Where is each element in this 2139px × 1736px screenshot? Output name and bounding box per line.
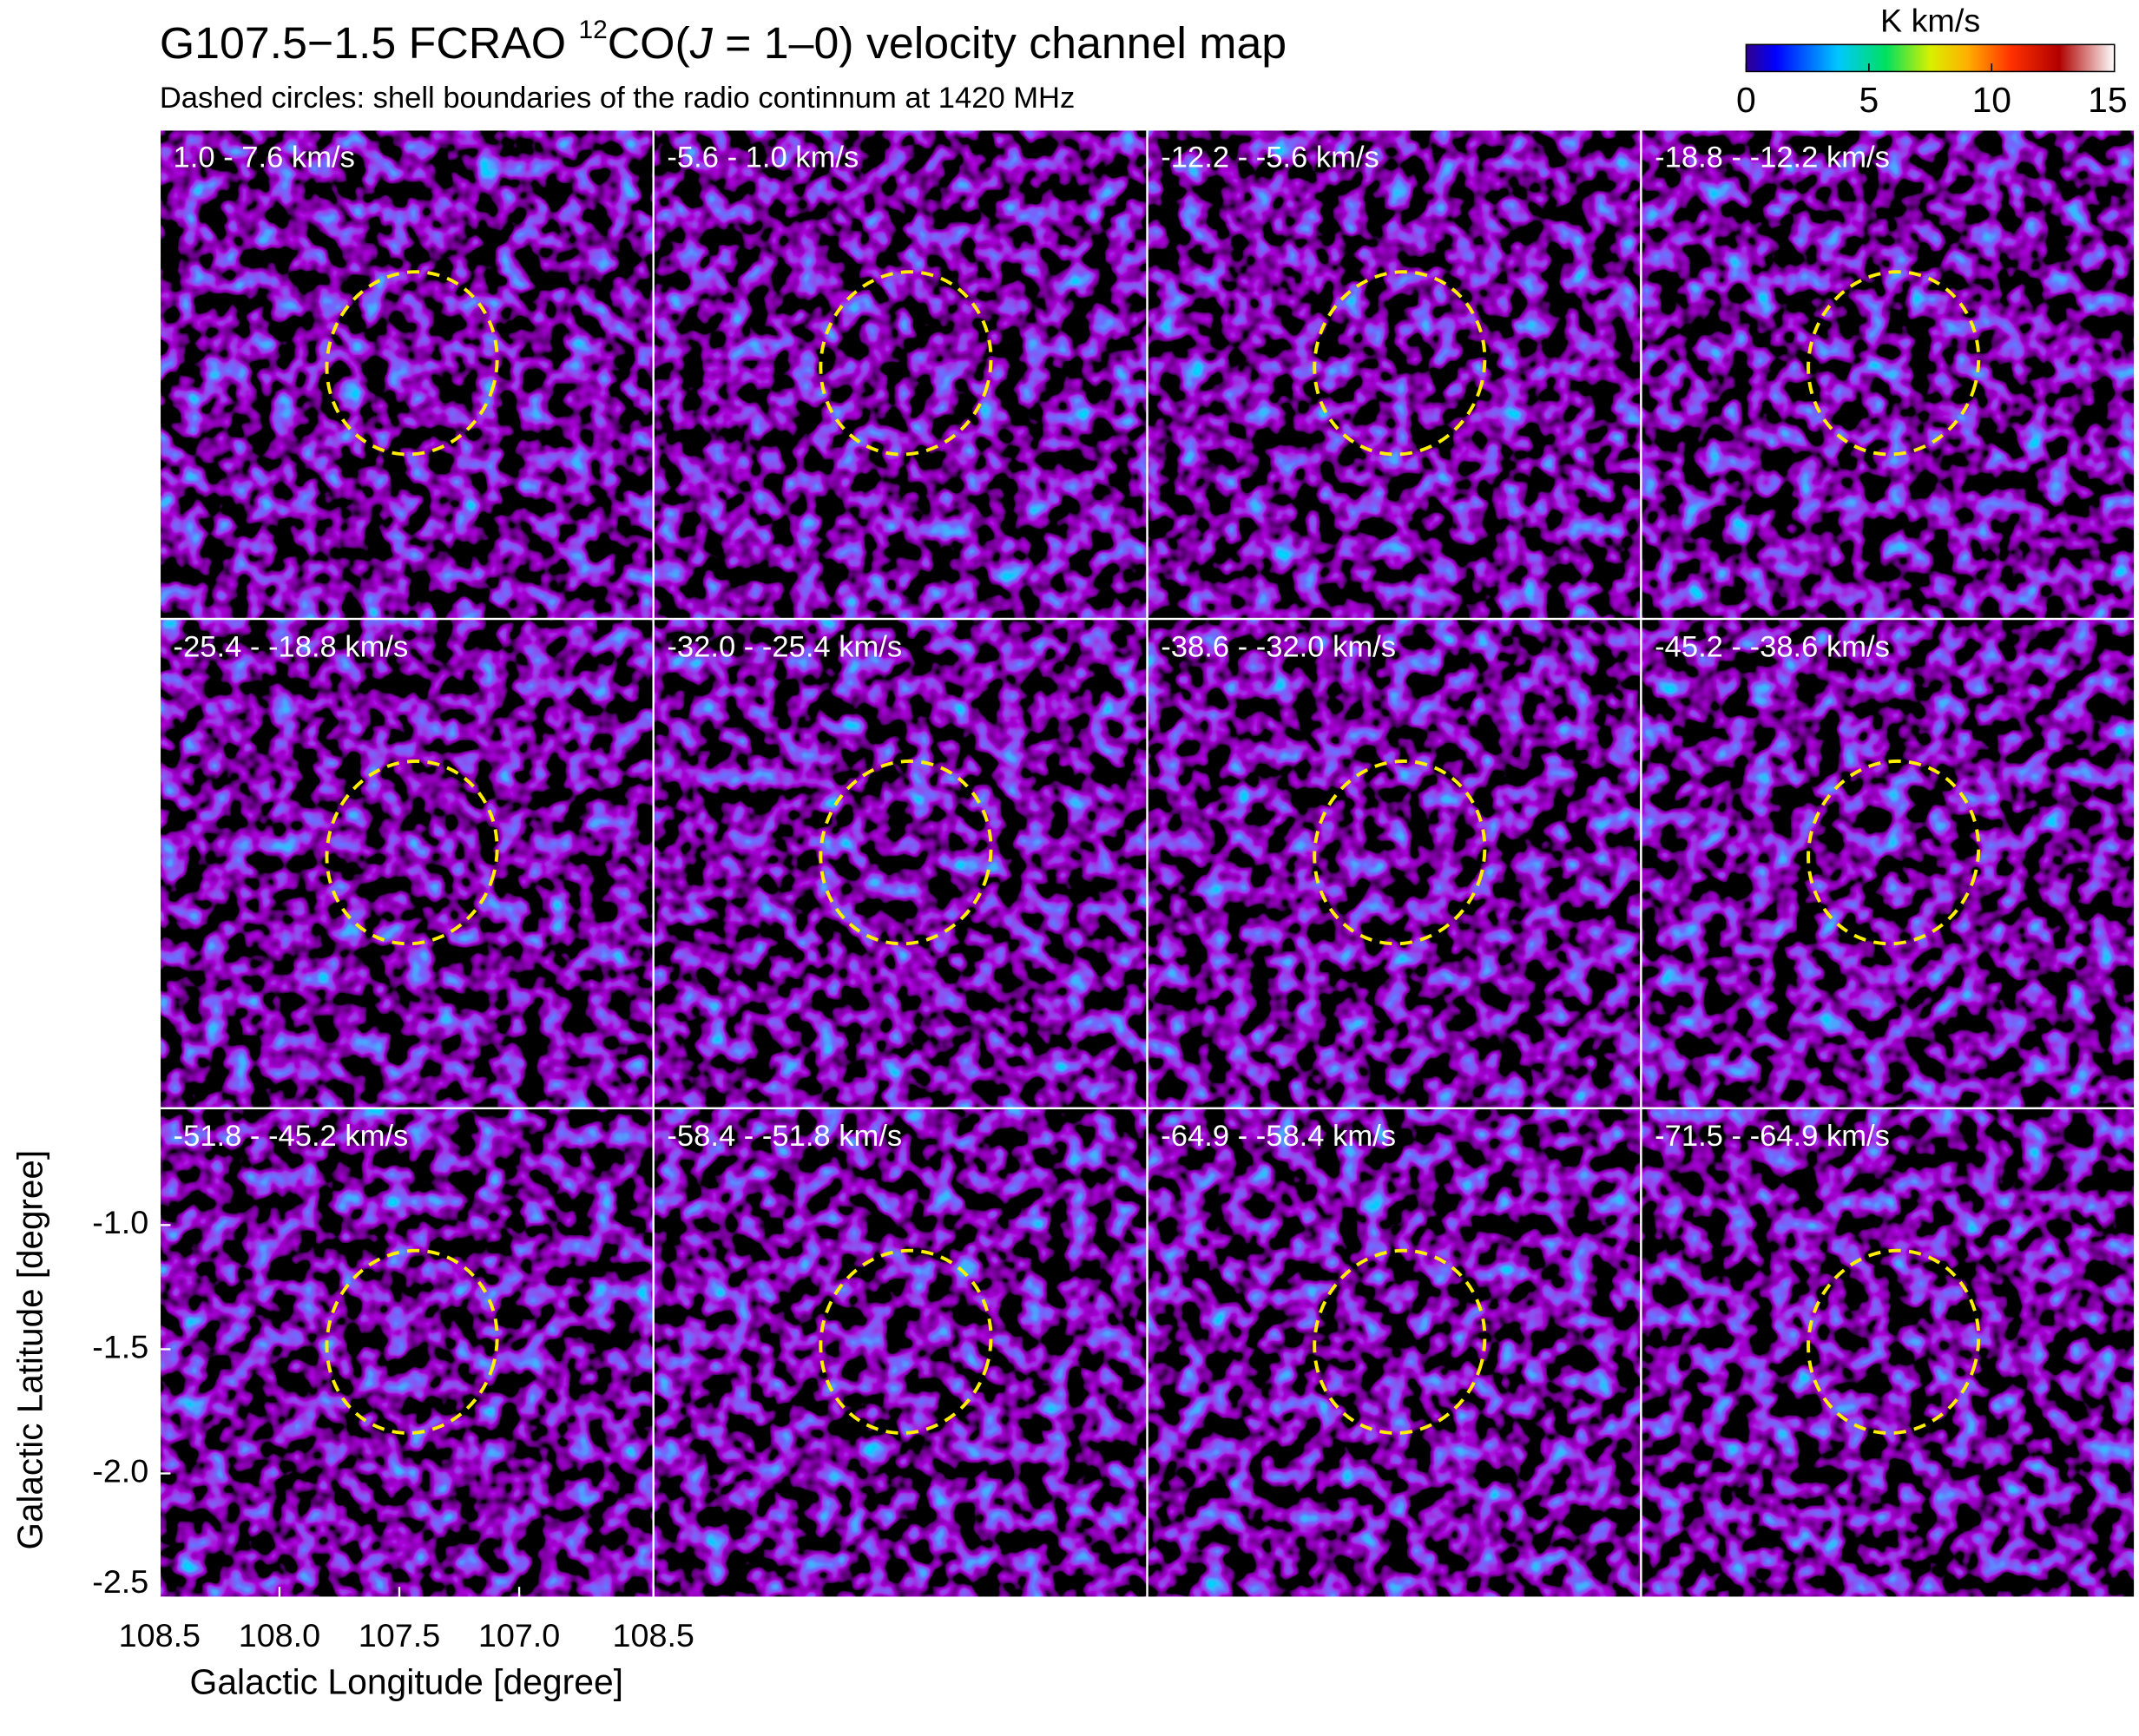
shell-boundary (819, 270, 993, 457)
colorbar-label: K km/s (1880, 2, 1980, 38)
subtitle: Dashed circles: shell boundaries of the … (160, 82, 1075, 115)
shell-boundary (1807, 1248, 1981, 1435)
channel-map (1147, 1108, 1642, 1598)
shell-boundary (325, 760, 499, 946)
title-part: G107.5−1.5 FCRAO (160, 17, 579, 68)
panel-label: -25.4 - -18.8 km/s (174, 630, 409, 663)
panel-label: -12.2 - -5.6 km/s (1161, 141, 1379, 174)
panel-label: 1.0 - 7.6 km/s (174, 141, 355, 174)
shell-boundary (1313, 1248, 1487, 1435)
channel-map (1641, 129, 2136, 620)
title-part: = 1–0) velocity channel map (713, 17, 1287, 68)
panel-label: -38.6 - -32.0 km/s (1161, 630, 1396, 663)
x-tick-label: 107.0 (478, 1617, 560, 1654)
channel-map (159, 619, 654, 1108)
panel-label: -51.8 - -45.2 km/s (174, 1120, 409, 1153)
x-tick-label: 107.5 (359, 1617, 440, 1654)
panel-frame (1640, 1107, 2136, 1599)
channel-map (159, 129, 654, 620)
shell-boundary (819, 760, 993, 946)
channel-map (1147, 619, 1642, 1108)
x-axis-label: Galactic Longitude [degree] (190, 1662, 623, 1702)
y-tick-label: -2.0 (92, 1453, 148, 1489)
colorbar-tick-label: 15 (2088, 80, 2127, 120)
shell-boundary (819, 1248, 993, 1435)
panel-label: -64.9 - -58.4 km/s (1161, 1120, 1396, 1153)
title-part: J (689, 17, 714, 68)
x-tick-label: 108.5 (119, 1617, 201, 1654)
y-axis-label: Galactic Latitude [degree] (10, 1150, 49, 1550)
panel-label: -18.8 - -12.2 km/s (1655, 141, 1890, 174)
channel-map (653, 619, 1148, 1108)
y-tick-label: -2.5 (92, 1563, 148, 1600)
channel-map (159, 1108, 654, 1598)
shell-boundary (325, 270, 499, 457)
shell-boundary (1313, 270, 1487, 457)
channel-map (1641, 619, 2136, 1108)
shell-boundary (325, 1248, 499, 1435)
channel-map (1147, 129, 1642, 620)
panel-label: -71.5 - -64.9 km/s (1655, 1120, 1890, 1153)
colorbar-tick-label: 10 (1972, 80, 2011, 120)
colorbar-tick-label: 5 (1859, 80, 1879, 120)
colorbar (1745, 43, 2116, 73)
colorbar-tick-label: 0 (1736, 80, 1756, 120)
panel-label: -45.2 - -38.6 km/s (1655, 630, 1890, 663)
panel-label: -5.6 - 1.0 km/s (667, 141, 859, 174)
panel-label: -58.4 - -51.8 km/s (667, 1120, 902, 1153)
shell-boundary (1807, 270, 1981, 457)
y-tick-label: -1.5 (92, 1328, 148, 1364)
chart-title: G107.5−1.5 FCRAO 12CO(J = 1–0) velocity … (160, 16, 1287, 67)
title-part: CO( (608, 17, 690, 68)
title-part: 12 (579, 16, 608, 44)
channel-map (653, 129, 1148, 620)
x-tick-label: 108.0 (239, 1617, 320, 1654)
channel-map (1641, 1108, 2136, 1598)
shell-boundary (1313, 760, 1487, 946)
channel-map (653, 1108, 1148, 1598)
panel-label: -32.0 - -25.4 km/s (667, 630, 902, 663)
shell-boundary (1807, 760, 1981, 946)
y-tick-label: -1.0 (92, 1204, 148, 1240)
x-tick-label: 108.5 (613, 1617, 694, 1654)
